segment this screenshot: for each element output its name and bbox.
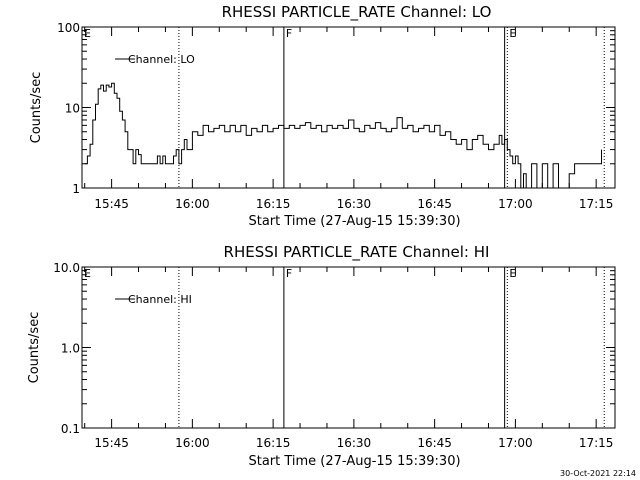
chart-title: RHESSI PARTICLE_RATE Channel: LO [222,3,492,22]
chart-panel-1: RHESSI PARTICLE_RATE Channel: LO 1 10 100 15… [29,3,616,229]
y-tick-label: 100 [57,21,80,35]
x-axis-label: Start Time (27-Aug-15 15:39:30) [248,214,460,229]
legend-entry: Channel: HI [128,293,192,306]
x-tick-label: 16:30 [337,197,372,211]
x-tick-label: 16:30 [337,436,372,450]
y-tick-label: 1.0 [61,342,80,356]
x-tick-label: 16:45 [417,436,452,450]
footer-timestamp: 30-Oct-2021 22:14 [560,469,636,478]
chart-title: RHESSI PARTICLE_RATE Channel: HI [224,243,490,262]
event-marker-label: E [509,27,516,40]
x-tick-label: 15:45 [94,197,129,211]
event-marker-label: E [84,27,91,40]
legend-entry: Channel: LO [128,53,195,66]
y-tick-label: 10 [65,102,80,116]
x-tick-label: 17:00 [498,436,533,450]
x-tick-label: 17:00 [498,197,533,211]
x-tick-label: 16:00 [175,197,210,211]
y-tick-label: 10.0 [53,261,80,275]
y-tick-label: 0.1 [61,422,80,436]
x-tick-label: 16:45 [417,197,452,211]
x-tick-label: 17:15 [579,436,614,450]
x-tick-label: 15:45 [94,436,129,450]
plot-frame [81,266,616,429]
event-marker-label: F [286,27,292,40]
event-marker-label: F [286,267,292,280]
x-tick-label: 17:15 [579,197,614,211]
event-marker-label: E [509,267,516,280]
y-tick-label: 1 [72,182,80,196]
x-axis-label: Start Time (27-Aug-15 15:39:30) [248,454,460,469]
x-tick-label: 16:15 [256,197,291,211]
series-line-1 [84,82,602,189]
x-tick-label: 16:00 [175,436,210,450]
y-axis-label: Counts/sec [27,312,42,384]
x-tick-label: 16:15 [256,436,291,450]
y-axis-label: Counts/sec [29,72,44,144]
event-marker-label: E [84,267,91,280]
chart-panel-2: RHESSI PARTICLE_RATE Channel: HI 0.1 1.0 10… [27,243,616,469]
